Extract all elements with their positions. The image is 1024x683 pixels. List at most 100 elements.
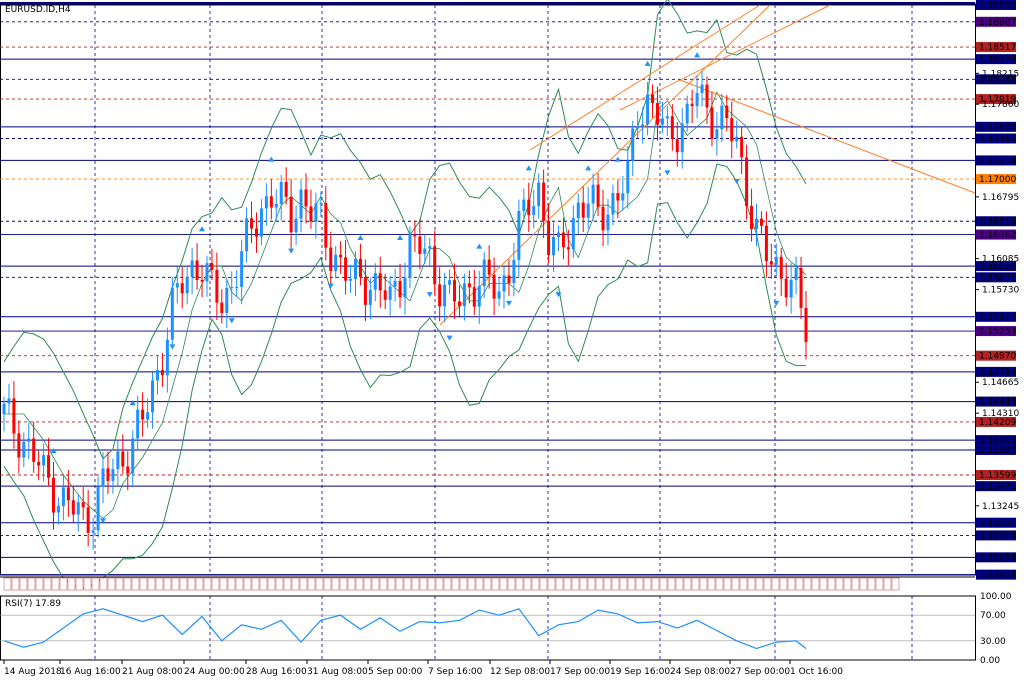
fractal-arrow [50, 448, 57, 454]
session-cell [811, 577, 820, 591]
session-cell [363, 577, 372, 591]
time-tick-label: 24 Sep 08:00 [670, 667, 730, 677]
candle-body [47, 455, 51, 478]
session-cell [635, 577, 644, 591]
price-label-text: 1.14209 [979, 418, 1016, 428]
price-label-box [976, 326, 1016, 337]
candle-body [314, 203, 318, 222]
price-tick-label: 1.16795 [982, 193, 1019, 203]
candle-body [378, 273, 382, 291]
candle-body [720, 105, 724, 130]
candle-body [289, 196, 293, 233]
candle-body [680, 123, 684, 153]
bollinger-lower [3, 163, 806, 590]
candle-body [764, 225, 768, 262]
candle-body [52, 477, 56, 513]
session-cell [371, 577, 380, 591]
session-cell [43, 577, 52, 591]
candle-body [146, 412, 150, 420]
fractal-arrow [169, 344, 176, 350]
session-cell [291, 577, 300, 591]
fractal-arrow [694, 52, 701, 58]
candle-body [779, 256, 783, 279]
candle-body [695, 92, 699, 107]
candle-body [42, 455, 46, 466]
session-cell [27, 577, 36, 591]
price-tick-label: 1.16085 [982, 255, 1019, 265]
price-label-text: 1.17000 [979, 175, 1016, 185]
session-cell [691, 577, 700, 591]
fractal-arrows [50, 52, 780, 524]
session-cell [835, 577, 844, 591]
session-cell [395, 577, 404, 591]
candle-body [547, 220, 551, 256]
trend-channel-lines [439, 4, 976, 326]
session-cell [451, 577, 460, 591]
session-cell [715, 577, 724, 591]
time-tick-label: 5 Sep 00:00 [368, 667, 423, 677]
session-cell [459, 577, 468, 591]
price-label-text: 1.12905 [979, 531, 1016, 541]
time-tick-label: 24 Aug 00:00 [184, 667, 245, 677]
candle-body [76, 502, 80, 515]
candle-body [745, 157, 749, 207]
price-tick-label: 1.14665 [982, 378, 1019, 388]
price-label-box [976, 261, 1016, 272]
session-cell [339, 577, 348, 591]
candle-body [472, 287, 476, 307]
price-label-box [976, 174, 1016, 185]
price-label-text: 1.16362 [979, 231, 1016, 241]
price-label-box [976, 121, 1016, 132]
price-label-text: 1.17214 [979, 156, 1016, 166]
session-cell [611, 577, 620, 591]
price-tick-label: 1.18215 [982, 69, 1019, 79]
session-cell [883, 577, 892, 591]
candle-body [131, 438, 135, 474]
candle-body [576, 202, 580, 219]
price-label-text: 1.13599 [979, 471, 1016, 481]
candle-body [349, 278, 353, 281]
session-cell [59, 577, 68, 591]
price-label-text: 1.13887 [979, 446, 1016, 456]
candle-body [279, 182, 283, 204]
session-cell [99, 577, 108, 591]
session-cell [283, 577, 292, 591]
candle-body [165, 339, 169, 376]
session-cell [427, 577, 436, 591]
session-cell [51, 577, 60, 591]
candle-body [428, 246, 432, 249]
candle-body [269, 196, 273, 208]
session-cell [755, 577, 764, 591]
candle-body [32, 438, 36, 462]
session-cell [571, 577, 580, 591]
session-cell [35, 577, 44, 591]
fractal-arrow [268, 156, 275, 162]
fractal-arrow [555, 292, 562, 298]
session-cell [11, 577, 20, 591]
candle-body [433, 246, 437, 285]
candle-body [512, 259, 516, 284]
session-cell [179, 577, 188, 591]
candle-body [2, 403, 6, 415]
session-cell [355, 577, 364, 591]
fractal-arrow [446, 335, 453, 341]
price-label-box [976, 155, 1016, 166]
fractal-arrow [614, 156, 621, 162]
candle-body [274, 203, 278, 208]
candle-body [601, 206, 605, 231]
trend-down-line [679, 79, 976, 194]
session-cell [211, 577, 220, 591]
rsi-level-label: 100.00 [980, 592, 1012, 602]
candle-body [170, 287, 174, 340]
candle-body [621, 193, 625, 201]
price-tick-label: 1.13245 [982, 502, 1019, 512]
session-cell [259, 577, 268, 591]
candle-body [571, 218, 575, 250]
candle-body [141, 409, 145, 420]
candle-body [453, 280, 457, 302]
candle-body [725, 105, 729, 119]
candle-body [358, 258, 362, 277]
session-cell [195, 577, 204, 591]
candle-body [789, 279, 793, 298]
